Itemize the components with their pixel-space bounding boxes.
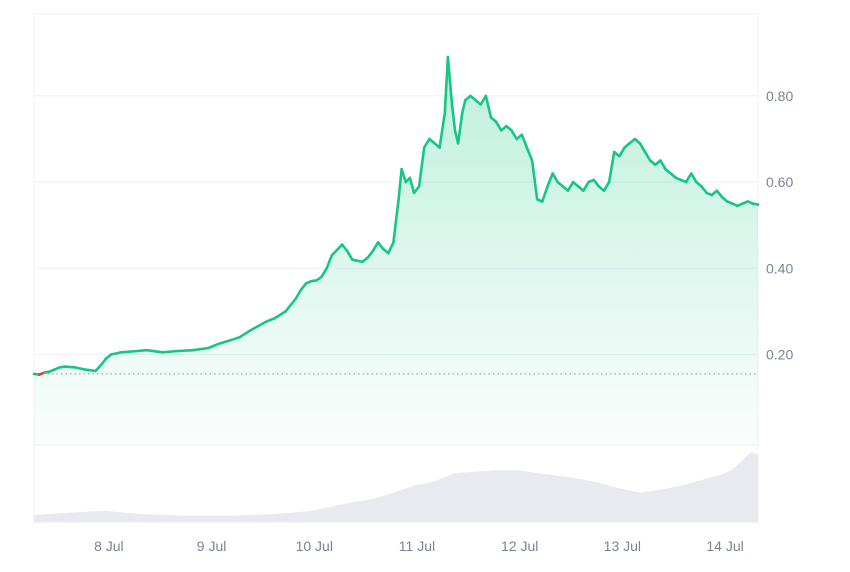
price-line-segment-up — [299, 282, 308, 292]
price-line-segment-up — [263, 316, 277, 324]
price-area-path — [34, 57, 758, 445]
price-line-segment-up — [273, 310, 287, 320]
price-line-segment-up — [371, 241, 380, 253]
price-line-segment-up — [412, 185, 421, 195]
price-line-segment-up — [73, 366, 87, 371]
price-line-segment-up — [345, 249, 354, 262]
price-line-segment-up — [330, 243, 344, 257]
price-line-segment-up — [63, 365, 77, 369]
price-line-segment-up — [484, 94, 493, 119]
x-tick-label: 13 Jul — [604, 538, 641, 554]
price-line-segment-up — [99, 357, 108, 367]
price-line-segment-up — [161, 349, 180, 354]
price-line-segment-up — [438, 111, 447, 149]
price-line-segment-up — [217, 339, 231, 346]
price-line-segment-up — [582, 180, 590, 192]
price-line-segment-up — [602, 180, 611, 192]
price-line — [32, 55, 760, 377]
x-tick-label: 8 Jul — [94, 538, 124, 554]
price-line-segment-up — [408, 176, 416, 195]
price-line-segment-up — [689, 172, 698, 184]
price-area-fill — [34, 57, 758, 445]
price-line-segment-up — [659, 159, 667, 171]
price-line-segment-up — [340, 243, 349, 253]
price-line-segment-up — [320, 266, 329, 279]
price-line-segment-up — [145, 348, 164, 354]
price-line-segment-up — [109, 350, 123, 356]
price-line-segment-up — [325, 254, 334, 270]
price-line-segment-up — [207, 342, 221, 350]
price-line-segment-up — [751, 202, 760, 206]
x-tick-label: 11 Jul — [399, 538, 435, 554]
price-line-segment-up — [284, 297, 298, 313]
price-line-segment-up — [392, 198, 400, 244]
price-line-segment-up — [397, 167, 403, 201]
price-line-segment-up — [546, 172, 554, 188]
price-line-segment-up — [450, 103, 457, 132]
price-line-segment-up — [351, 258, 364, 264]
price-line-segment-up — [294, 288, 303, 300]
price-line-segment-up — [422, 137, 431, 149]
y-tick-label: 0.80 — [766, 88, 793, 104]
price-line-segment-up — [366, 249, 375, 259]
price-line-segment-up — [376, 241, 385, 251]
price-line-segment-up — [566, 180, 575, 192]
price-line-segment-up — [417, 146, 426, 188]
price-line-segment-up — [400, 167, 408, 184]
price-line-segment-up — [248, 320, 267, 333]
price-line-segment-up — [684, 172, 693, 184]
price-line-segment-up — [592, 178, 601, 188]
price-line-segment-up — [120, 350, 133, 354]
y-tick-label: 0.60 — [766, 174, 793, 190]
price-line-segment-up — [494, 120, 503, 132]
price-line-segment-up — [643, 150, 652, 162]
price-line-segment-up — [176, 348, 195, 353]
price-line-segment-up — [460, 98, 467, 115]
price-line-segment-up — [520, 133, 529, 149]
price-line-segment-up — [443, 55, 450, 115]
volume-area — [34, 452, 758, 522]
x-tick-label: 14 Jul — [706, 538, 743, 554]
price-line-segment-up — [715, 189, 724, 199]
price-line-segment-up — [386, 241, 395, 255]
price-line-segment-up — [540, 185, 549, 203]
price-line-segment-up — [456, 111, 464, 145]
price-line-segment-up — [525, 146, 534, 162]
price-line-segment-up — [130, 348, 149, 353]
x-axis-ticks: 8 Jul 9 Jul 10 Jul 11 Jul 12 Jul 13 Jul 14 Jul — [94, 538, 744, 554]
price-line-segment-up — [84, 368, 97, 373]
price-line-segment-up — [446, 55, 454, 106]
price-line-segment-up — [607, 150, 616, 184]
price-line-segment-up — [551, 172, 560, 184]
x-tick-label: 12 Jul — [501, 538, 538, 554]
price-line-segment-up — [530, 159, 539, 201]
x-tick-label: 10 Jul — [296, 538, 333, 554]
price-line-segment-up — [238, 329, 251, 339]
price-line-segment-up — [618, 146, 626, 158]
price-line-segment-up — [510, 129, 519, 141]
x-tick-label: 9 Jul — [197, 538, 227, 554]
y-axis-ticks: 0.20 0.40 0.60 0.80 — [766, 88, 793, 363]
price-line-segment-up — [191, 346, 210, 352]
y-tick-label: 0.40 — [766, 260, 793, 276]
price-line-segment-up — [700, 185, 709, 195]
price-line-segment-up — [227, 335, 241, 343]
y-tick-label: 0.20 — [766, 346, 793, 362]
price-line-segment-up — [638, 142, 647, 154]
volume-area-path — [34, 452, 758, 522]
